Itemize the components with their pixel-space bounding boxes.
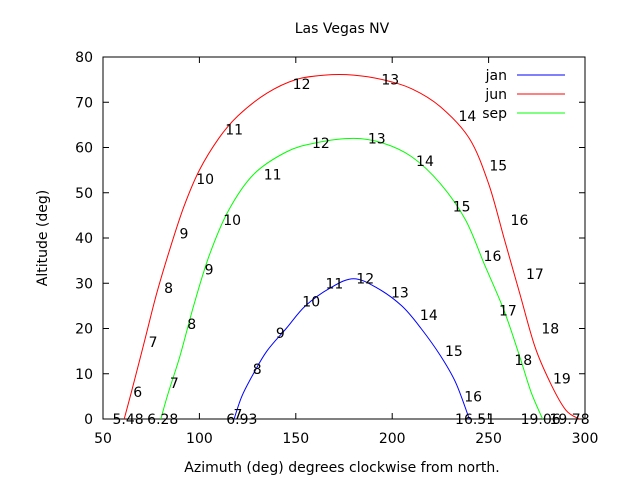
hour-label-jan: 7: [233, 407, 242, 423]
series-line-jun: [123, 74, 580, 420]
hour-label-jun: 11: [225, 122, 243, 138]
legend-label-sep: sep: [482, 106, 507, 122]
chart-title: Las Vegas NV: [295, 21, 390, 37]
hour-label-jan: 14: [420, 308, 438, 324]
hour-label-jan: 16.51: [455, 412, 495, 428]
y-tick-label: 0: [84, 412, 93, 428]
x-tick-label: 300: [572, 431, 599, 447]
hour-label-sep: 12: [312, 136, 330, 152]
hour-label-jun: 18: [541, 322, 559, 338]
hour-label-jan: 12: [356, 272, 374, 288]
legend-label-jan: jan: [485, 68, 507, 84]
legend: jan jun sep: [482, 68, 565, 122]
hour-label-jan: 11: [325, 276, 343, 292]
hour-label-jun: 13: [381, 73, 399, 89]
x-tick-label: 150: [282, 431, 309, 447]
hour-label-jun: 12: [293, 77, 311, 93]
plot-frame: [102, 56, 586, 420]
y-tick-label: 20: [75, 322, 93, 338]
hour-label-sep: 8: [187, 317, 196, 333]
hour-label-sep: 15: [453, 199, 471, 215]
hour-label-jun: 9: [180, 226, 189, 242]
hour-label-jun: 17: [526, 267, 544, 283]
x-tick-label: 250: [475, 431, 502, 447]
hour-label-jun: 6: [133, 385, 142, 401]
hour-label-jan: 16: [464, 389, 482, 405]
hour-label-jan: 13: [391, 285, 409, 301]
y-tick-label: 70: [75, 95, 93, 111]
hour-label-jun: 5.48: [112, 412, 143, 428]
hour-label-sep: 18: [514, 353, 532, 369]
hour-label-jun: 15: [489, 159, 507, 175]
hour-label-sep: 17: [499, 303, 517, 319]
y-axis-label: Altitude (deg): [35, 190, 51, 286]
series-line-jan: [233, 278, 470, 420]
x-tick-label: 50: [94, 431, 112, 447]
hour-label-jun: 19: [553, 371, 571, 387]
hour-label-jan: 8: [253, 362, 262, 378]
hour-label-jun: 10: [196, 172, 214, 188]
hour-label-jan: 9: [276, 326, 285, 342]
y-tick-label: 50: [75, 186, 93, 202]
hour-label-jun: 7: [149, 335, 158, 351]
hour-label-sep: 16: [484, 249, 502, 265]
x-axis-label: Azimuth (deg) degrees clockwise from nor…: [184, 460, 499, 476]
x-tick-label: 100: [186, 431, 213, 447]
hour-label-jun: 19.78: [550, 412, 590, 428]
hour-label-sep: 6.28: [147, 412, 178, 428]
hour-label-jun: 8: [164, 281, 173, 297]
hour-label-sep: 14: [416, 154, 434, 170]
y-tick-label: 60: [75, 141, 93, 157]
y-tick-label: 80: [75, 50, 93, 66]
series-curves: [123, 74, 580, 420]
hour-label-jun: 14: [458, 109, 476, 125]
hour-label-sep: 9: [205, 263, 214, 279]
hour-label-sep: 13: [368, 131, 386, 147]
hour-label-jan: 15: [445, 344, 463, 360]
hour-label-jan: 10: [302, 294, 320, 310]
hour-label-sep: 11: [264, 168, 282, 184]
series-line-sep: [160, 137, 544, 420]
legend-label-jun: jun: [484, 87, 507, 103]
hour-label-sep: 7: [170, 376, 179, 392]
x-tick-label: 200: [379, 431, 406, 447]
hour-label-jan: 6.93: [226, 412, 257, 428]
y-tick-label: 30: [75, 276, 93, 292]
hour-label-sep: 19.06: [521, 412, 561, 428]
y-tick-label: 10: [75, 367, 93, 383]
y-tick-label: 40: [75, 231, 93, 247]
hour-label-jun: 16: [511, 213, 529, 229]
axis-ticks: 50 100 150 200 250 300 0 10 20 30 40 50 60 70 80: [75, 50, 598, 447]
hour-label-sep: 10: [223, 213, 241, 229]
